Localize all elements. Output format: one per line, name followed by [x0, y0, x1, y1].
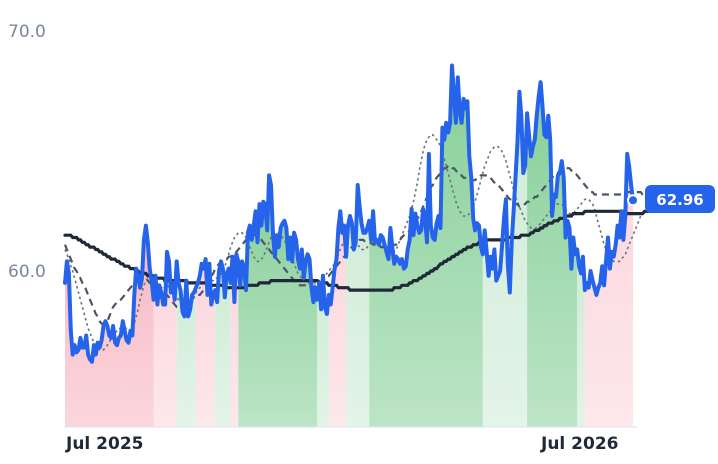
x-axis: Jul 2025 Jul 2026	[65, 434, 619, 454]
last-value-label: 62.96	[656, 191, 703, 209]
price-series	[63, 63, 635, 364]
x-tick-label-end: Jul 2026	[540, 434, 619, 454]
short-ma-line	[64, 134, 657, 351]
last-value-marker: 62.96	[627, 185, 715, 213]
long-ma-line	[63, 209, 656, 292]
moving-averages	[63, 134, 657, 351]
shade-band-4	[215, 261, 231, 427]
shade-band-10	[369, 65, 483, 427]
shade-band-0	[65, 225, 154, 427]
y-tick-label-bottom: 60.0	[8, 262, 46, 282]
last-value-badge	[645, 185, 715, 213]
shade-band-8	[328, 211, 347, 427]
y-axis: 70.0 60.0	[8, 22, 46, 282]
shade-band-6	[238, 175, 318, 427]
price-line	[63, 63, 635, 364]
x-tick-label-start: Jul 2025	[65, 434, 144, 454]
shade-band-13	[577, 249, 585, 427]
shade-band-12	[527, 82, 578, 427]
y-tick-label-top: 70.0	[8, 22, 46, 42]
last-value-dot	[627, 194, 639, 207]
